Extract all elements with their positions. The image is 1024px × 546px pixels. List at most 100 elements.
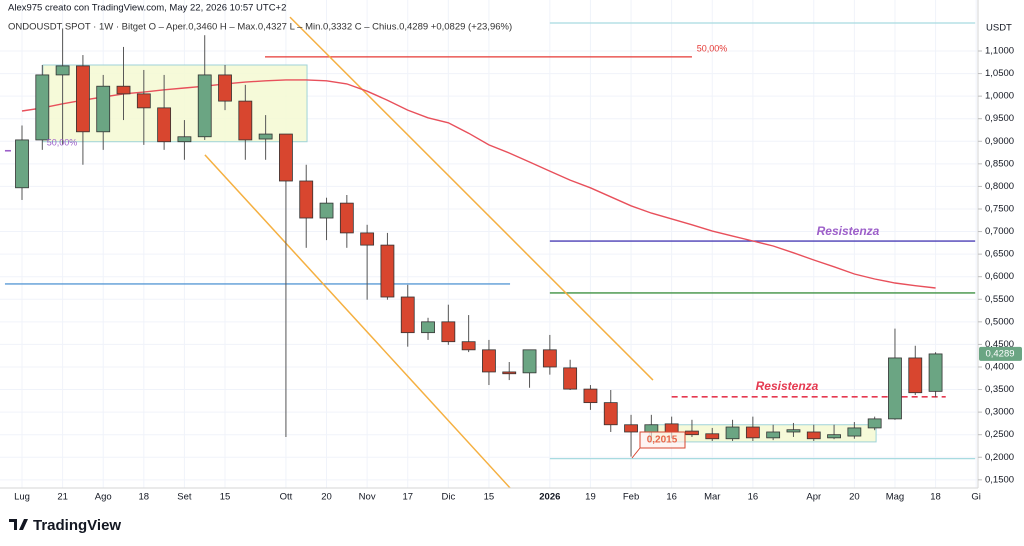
candle-body (55, 65, 70, 76)
x-tick-label: 20 (321, 492, 332, 503)
candle-body (847, 427, 862, 437)
candles (15, 28, 943, 457)
resistance-label: Resistenza (756, 379, 819, 393)
candle-body (441, 321, 456, 343)
candle-body (603, 402, 618, 426)
x-tick-label: 19 (585, 492, 596, 503)
candle-body (197, 74, 212, 138)
candle-body (583, 388, 598, 404)
candle-body (705, 433, 720, 440)
candle-body (238, 100, 253, 141)
y-tick-label: 0,7500 (985, 204, 1014, 215)
x-tick-label: 15 (484, 492, 495, 503)
y-tick-label: 0,4000 (985, 361, 1014, 372)
candle-body (522, 349, 537, 374)
y-tick-label: 0,3000 (985, 407, 1014, 418)
candle-body (116, 85, 131, 95)
last-price-label: 0,4289 (985, 348, 1014, 359)
x-tick-label: Mag (886, 492, 904, 503)
channel-line (289, 16, 654, 381)
candle-body (177, 136, 192, 143)
candle-body (644, 424, 659, 433)
y-tick-label: 0,9000 (985, 136, 1014, 147)
brand: TradingView (33, 517, 121, 534)
author-line: Alex975 creato con TradingView.com, May … (8, 3, 286, 14)
candle-body (136, 93, 151, 109)
candle-body (806, 431, 821, 440)
y-tick-label: 1,0000 (985, 91, 1014, 102)
candle-body (258, 133, 273, 140)
fib-label: 50,00% (47, 137, 78, 147)
y-tick-label: 0,1500 (985, 474, 1014, 485)
y-tick-label: 0,5000 (985, 316, 1014, 327)
y-tick-label: 0,8500 (985, 158, 1014, 169)
low-callout (631, 431, 686, 459)
x-tick-label: 16 (748, 492, 759, 503)
candle-body (279, 133, 293, 182)
candle-body (725, 426, 740, 440)
moving-average (21, 79, 936, 289)
candle-body (299, 180, 314, 219)
candle-body (867, 418, 882, 429)
x-tick-label: Apr (806, 492, 821, 503)
y-tick-label: 0,2500 (985, 429, 1014, 440)
candle-body (218, 74, 232, 102)
logo: TradingView (9, 517, 121, 534)
candle-body (827, 434, 841, 439)
x-tick-label: Mar (704, 492, 720, 503)
candle-body (745, 426, 760, 439)
candle-body (786, 429, 801, 433)
x-tick-label: 21 (57, 492, 68, 503)
y-tick-label: 1,1000 (985, 46, 1014, 57)
candle-body (76, 65, 90, 133)
low-label: 0,2015 (647, 435, 678, 446)
y-tick-label: 0,6000 (985, 271, 1014, 282)
y-tick-label: 1,0500 (985, 68, 1014, 79)
x-tick-label: 15 (220, 492, 231, 503)
y-tick-label: 0,2000 (985, 452, 1014, 463)
candle-body (421, 321, 435, 334)
candle-body (563, 367, 578, 390)
x-tick-label: Feb (623, 492, 639, 503)
x-tick-label: Set (177, 492, 192, 503)
candle-body (400, 296, 415, 334)
logo-icon (9, 519, 28, 530)
candle-body (339, 202, 354, 234)
candle-body (461, 341, 476, 351)
x-tick-label: Lug (14, 492, 30, 503)
x-tick-label: Ott (280, 492, 293, 503)
candle-body (380, 244, 395, 298)
candle-body (96, 85, 111, 133)
candle-body (766, 431, 781, 439)
x-tick-label: Gi (971, 492, 981, 503)
y-tick-label: 0,4500 (985, 339, 1014, 350)
y-tick-label: 0,6500 (985, 249, 1014, 260)
candle-body (35, 74, 50, 141)
x-tick-label: Nov (359, 492, 376, 503)
y-tick-label: 0,5500 (985, 294, 1014, 305)
fib-label: 50,00% (697, 43, 728, 53)
x-tick-label: Dic (441, 492, 455, 503)
candle-body (888, 357, 902, 420)
x-tick-label: 18 (930, 492, 941, 503)
y-unit: USDT (986, 23, 1012, 34)
x-tick-label: Ago (95, 492, 112, 503)
candle-body (685, 430, 699, 436)
y-tick-label: 0,7000 (985, 226, 1014, 237)
candle-body (928, 353, 943, 392)
resistance-label: Resistenza (817, 224, 880, 238)
candle-body (542, 349, 557, 368)
x-tick-label: 17 (402, 492, 413, 503)
candle-body (15, 139, 29, 189)
x-tick-label: 20 (849, 492, 860, 503)
x-tick-label: 16 (666, 492, 677, 503)
last-price-tag (979, 346, 1022, 361)
legend-line: ONDOUSDT SPOT · 1W · Bitget O – Aper.0,3… (8, 22, 512, 33)
y-tick-label: 0,8000 (985, 181, 1014, 192)
x-tick-label: 18 (139, 492, 150, 503)
x-tick-label: 2026 (539, 492, 560, 503)
y-tick-label: 0,3500 (985, 384, 1014, 395)
candle-body (157, 107, 172, 143)
candle-body (502, 371, 517, 375)
